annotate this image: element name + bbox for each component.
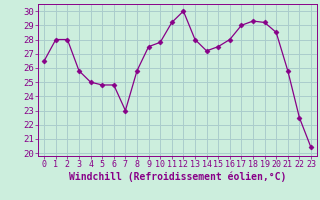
X-axis label: Windchill (Refroidissement éolien,°C): Windchill (Refroidissement éolien,°C) (69, 172, 286, 182)
